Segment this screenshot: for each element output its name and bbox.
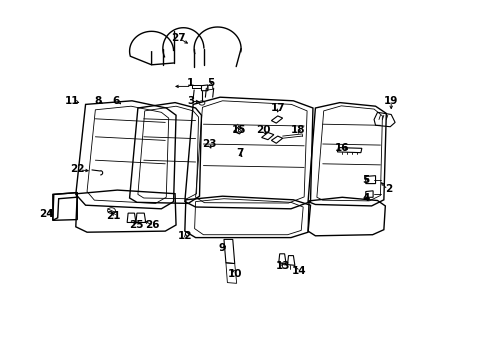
Text: 20: 20 xyxy=(255,125,270,135)
Text: 25: 25 xyxy=(128,220,143,230)
Text: 16: 16 xyxy=(334,143,349,153)
Text: 1: 1 xyxy=(187,78,194,88)
Text: 22: 22 xyxy=(70,164,84,174)
Text: 19: 19 xyxy=(383,96,398,106)
Text: 23: 23 xyxy=(202,139,216,149)
Text: 5: 5 xyxy=(207,78,214,88)
Text: 21: 21 xyxy=(106,211,121,221)
Text: 26: 26 xyxy=(145,220,160,230)
Text: 18: 18 xyxy=(290,125,305,135)
Text: 4: 4 xyxy=(361,193,369,203)
Text: 3: 3 xyxy=(187,96,194,106)
Text: 9: 9 xyxy=(219,243,225,253)
Text: 5: 5 xyxy=(362,175,368,185)
Text: 24: 24 xyxy=(39,209,54,219)
Text: 8: 8 xyxy=(94,96,101,106)
Text: 14: 14 xyxy=(291,266,306,276)
Text: 2: 2 xyxy=(385,184,391,194)
Text: 10: 10 xyxy=(227,269,242,279)
Text: 17: 17 xyxy=(270,103,285,113)
Text: 13: 13 xyxy=(275,261,289,271)
Text: 7: 7 xyxy=(235,148,243,158)
Text: 15: 15 xyxy=(231,125,245,135)
Text: 27: 27 xyxy=(171,33,185,43)
Text: 12: 12 xyxy=(177,231,192,241)
Text: 11: 11 xyxy=(65,96,80,106)
Text: 6: 6 xyxy=(113,96,120,106)
